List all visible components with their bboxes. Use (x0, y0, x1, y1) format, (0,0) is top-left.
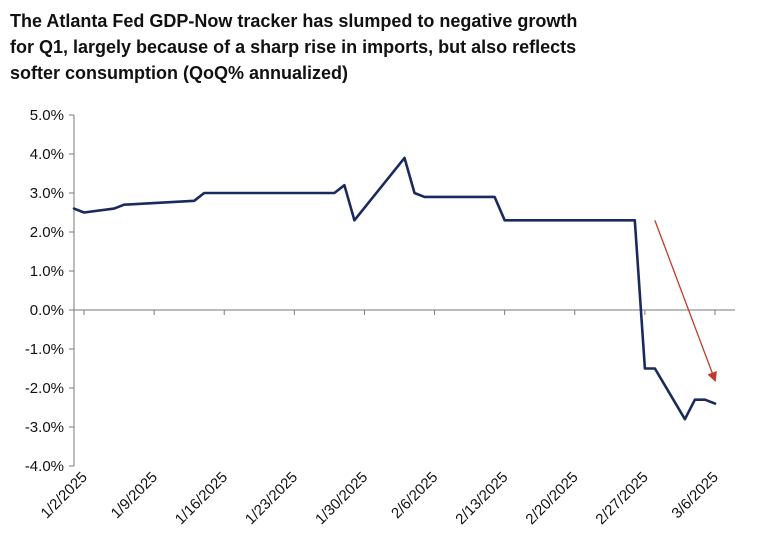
chart-title-line: softer consumption (QoQ% annualized) (10, 63, 349, 83)
y-axis: 5.0% 4.0% 3.0% 2.0% 1.0% 0.0% -1.0% -2.0% -3.0% -… (25, 107, 75, 475)
y-tick-label: 1.0% (30, 263, 64, 280)
chart-title-line: The Atlanta Fed GDP-Now tracker has slum… (10, 11, 578, 31)
x-tick-label: 2/6/2025 (388, 469, 441, 522)
y-tick-label: 2.0% (30, 224, 64, 241)
series-layer (72, 156, 717, 421)
y-tick-label: -2.0% (25, 380, 64, 397)
y-tick-label: 0.0% (30, 302, 64, 319)
annotation-layer (654, 220, 717, 383)
x-tick-label: 1/9/2025 (108, 469, 161, 522)
series-line (72, 156, 717, 421)
trend-arrow (654, 220, 717, 383)
x-tick-label: 3/6/2025 (668, 469, 721, 522)
y-tick-label: 5.0% (30, 107, 64, 124)
x-tick-label: 2/20/2025 (522, 469, 581, 528)
y-tick-label: -3.0% (25, 419, 64, 436)
x-tick-label: 2/27/2025 (592, 469, 651, 528)
chart-title: The Atlanta Fed GDP-Now tracker has slum… (10, 8, 760, 86)
x-axis: 1/2/2025 1/9/2025 1/16/2025 1/23/2025 1/30/2… (38, 309, 735, 528)
x-tick-label: 1/16/2025 (172, 469, 231, 528)
x-tick-label: 1/30/2025 (312, 469, 371, 528)
x-tick-label: 1/23/2025 (242, 469, 301, 528)
y-tick-label: 3.0% (30, 185, 64, 202)
y-tick-label: -1.0% (25, 341, 64, 358)
y-tick-label: 4.0% (30, 146, 64, 163)
x-tick-label: 1/2/2025 (38, 469, 91, 522)
x-tick-label: 2/13/2025 (452, 469, 511, 528)
chart-title-line: for Q1, largely because of a sharp rise … (10, 37, 577, 57)
y-tick-label: -4.0% (25, 458, 64, 475)
